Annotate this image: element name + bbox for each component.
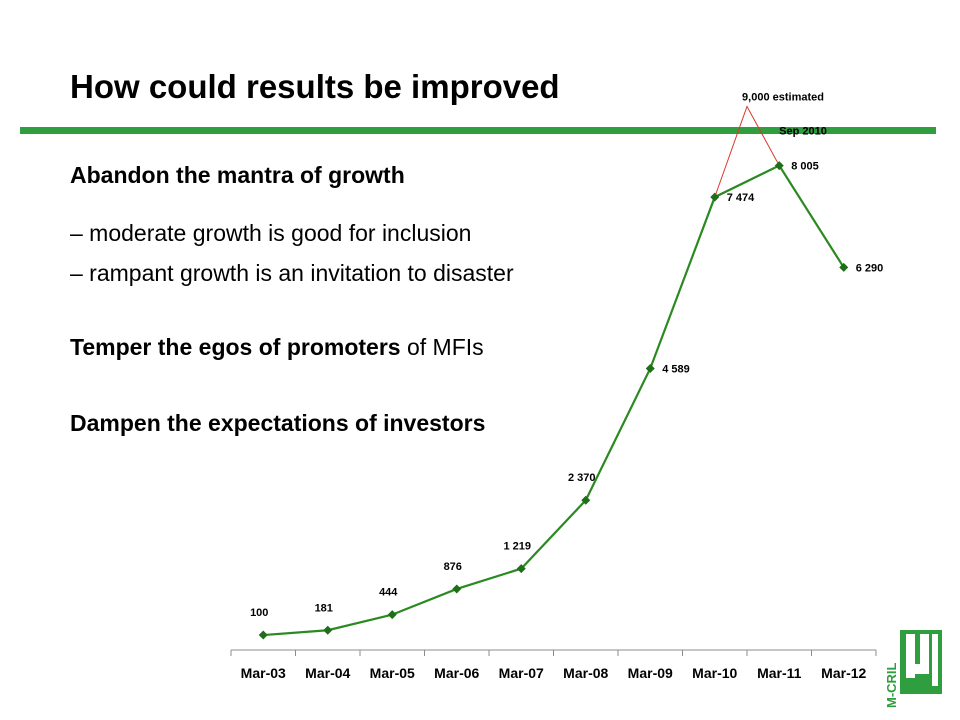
series-line <box>263 164 845 637</box>
x-tick-label: Mar-08 <box>563 665 608 681</box>
data-point-marker <box>710 192 720 202</box>
x-tick-label: Mar-10 <box>692 665 737 681</box>
data-label: 6 290 <box>856 262 884 274</box>
data-label: 4 589 <box>662 363 690 375</box>
point-dampen-expectations: Dampen the expectations of investors <box>70 410 486 436</box>
x-tick-label: Mar-11 <box>757 665 802 681</box>
data-label: 8 005 <box>791 161 819 173</box>
x-tick-label: Mar-04 <box>305 665 350 681</box>
estimate-peak-label: 9,000 estimated <box>742 91 824 103</box>
estimate-spike-line <box>714 105 780 198</box>
slide-title: How could results be improved <box>70 68 560 105</box>
data-label: 1 219 <box>503 541 531 553</box>
x-tick-label: Mar-06 <box>434 665 479 681</box>
data-point-marker <box>452 584 462 594</box>
data-point-marker <box>387 610 397 620</box>
mcril-logo-icon: M-CRIL <box>886 630 942 708</box>
x-tick-label: Mar-12 <box>821 665 866 681</box>
data-label: 2 370 <box>568 472 596 484</box>
point-abandon-growth: Abandon the mantra of growth <box>70 162 405 188</box>
x-tick-label: Mar-07 <box>499 665 544 681</box>
data-point-marker <box>581 495 591 505</box>
data-point-marker <box>323 625 333 635</box>
sub-point-rampant-growth: – rampant growth is an invitation to dis… <box>70 260 514 286</box>
estimate-date-label: Sep 2010 <box>779 125 827 137</box>
data-label: 100 <box>250 607 268 619</box>
data-label: 181 <box>315 602 333 614</box>
data-label: 444 <box>379 587 398 599</box>
data-label: 7 474 <box>727 192 755 204</box>
data-label: 876 <box>444 561 462 573</box>
title-divider <box>20 127 936 134</box>
data-point-marker <box>258 630 268 640</box>
logo-text: M-CRIL <box>886 662 899 708</box>
x-tick-label: Mar-09 <box>628 665 673 681</box>
point-temper-egos-bold: Temper the egos of promoters <box>70 334 401 360</box>
data-point-marker <box>645 363 655 373</box>
data-point-marker <box>516 564 526 574</box>
point-temper-egos-rest: of MFIs <box>400 334 484 360</box>
x-tick-label: Mar-03 <box>241 665 286 681</box>
data-point-marker <box>774 161 784 171</box>
x-tick-label: Mar-05 <box>370 665 415 681</box>
data-point-marker <box>839 262 849 272</box>
sub-point-moderate-growth: – moderate growth is good for inclusion <box>70 220 472 246</box>
point-temper-egos: Temper the egos of promoters of MFIs <box>70 334 484 361</box>
